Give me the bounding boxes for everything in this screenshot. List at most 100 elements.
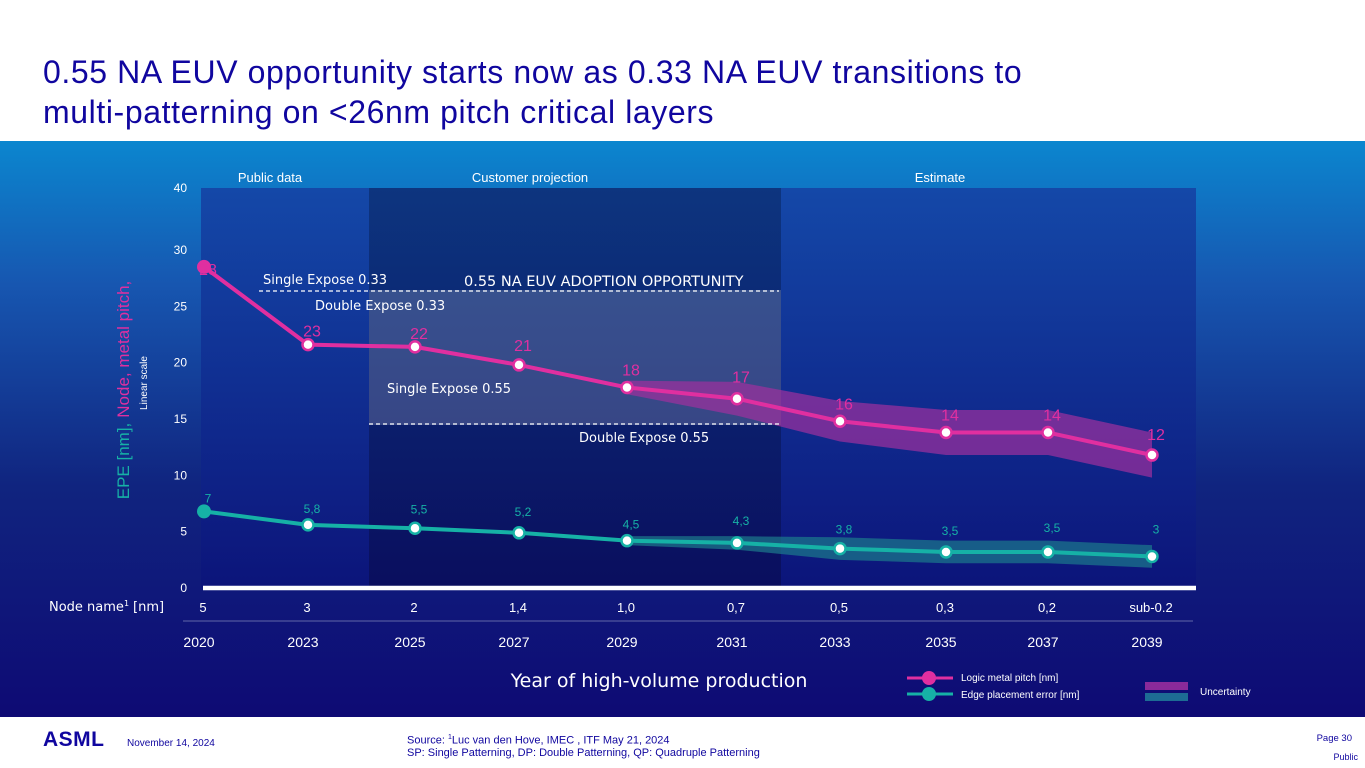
legend-epe-label: Edge placement error [nm] [961, 690, 1080, 701]
epe-value-label-7: 3,5 [942, 524, 959, 538]
single-expose-055-label: Single Expose 0.55 [387, 382, 511, 397]
epe-value-label-0: 7 [205, 491, 212, 505]
source-line-1: Source: 1Luc van den Hove, IMEC , ITF Ma… [407, 732, 760, 747]
phase-estimate-area [781, 188, 1196, 588]
node-axis-label-text: Node name [49, 600, 124, 615]
pitch-value-label-7: 14 [941, 408, 959, 425]
epe-value-label-5: 4,3 [733, 514, 750, 528]
epe-point-7 [939, 545, 953, 559]
source-citation: Luc van den Hove, IMEC , ITF May 21, 202… [451, 734, 670, 747]
footer-date: November 14, 2024 [127, 738, 215, 749]
single-expose-033-label: Single Expose 0.33 [263, 273, 387, 288]
phase-label-public: Public data [238, 170, 303, 185]
y-axis-title-node: Node, metal pitch, [114, 281, 133, 418]
x-axis-labels: 5 3 2 1,4 1,0 0,7 0,5 0,3 0,2 sub-0.2 2020 2023 2025… [183, 600, 1172, 650]
y-tick-label: 40 [174, 181, 188, 195]
y-tick-label: 0 [180, 581, 187, 595]
node-name-label: sub-0.2 [1129, 600, 1172, 615]
node-name-label: 3 [303, 600, 310, 615]
pitch-value-label-8: 14 [1043, 408, 1061, 425]
node-name-label: 5 [199, 600, 206, 615]
chart: Single Expose 0.33 Double Expose 0.33 0.… [49, 170, 1251, 701]
node-name-label: 0,2 [1038, 600, 1056, 615]
y-tick-label: 5 [180, 525, 187, 539]
year-label: 2025 [394, 634, 425, 650]
epe-point-0 [197, 504, 211, 519]
node-name-label: 2 [410, 600, 417, 615]
page-title: 0.55 NA EUV opportunity starts now as 0.… [43, 52, 1243, 132]
legend-uncertainty-epe [1145, 693, 1188, 701]
pitch-value-label-1: 23 [303, 324, 321, 341]
pitch-point-8 [1041, 425, 1055, 440]
phase-label-estimate: Estimate [915, 170, 966, 185]
node-name-label: 0,7 [727, 600, 745, 615]
series-line-pitch [202, 265, 1153, 458]
year-label: 2027 [498, 634, 529, 650]
series-line-epe [203, 509, 1153, 559]
epe-value-label-2: 5,5 [411, 502, 428, 516]
asml-logo: ASML [43, 728, 105, 751]
pitch-value-label-5: 17 [732, 370, 750, 387]
footer-source: Source: 1Luc van den Hove, IMEC , ITF Ma… [407, 732, 760, 759]
legend-uncertainty-pitch [1145, 682, 1188, 690]
classification-label: Public [1333, 752, 1358, 762]
title-line-1: 0.55 NA EUV opportunity starts now as 0.… [43, 54, 1023, 90]
pitch-point-5 [730, 391, 744, 406]
year-label: 2020 [183, 634, 214, 650]
epe-point-6 [833, 541, 847, 556]
y-tick-label: 30 [174, 243, 188, 257]
node-name-label: 0,3 [936, 600, 954, 615]
epe-point-8 [1041, 545, 1055, 559]
epe-point-9 [1145, 549, 1159, 564]
y-axis-scale-note: Linear scale [139, 356, 150, 410]
epe-value-label-3: 5,2 [515, 505, 532, 519]
title-line-2: multi-patterning on <26nm pitch critical… [43, 94, 715, 130]
pitch-point-2 [408, 340, 422, 354]
x-axis-title: Year of high-volume production [510, 670, 808, 692]
node-name-label: 0,5 [830, 600, 848, 615]
epe-point-2 [408, 521, 422, 536]
epe-value-label-9: 3 [1153, 522, 1160, 536]
year-label: 2033 [819, 634, 850, 650]
source-sup: 1 [447, 734, 452, 741]
epe-point-3 [512, 526, 526, 540]
node-axis-label: Node name1 [nm] [49, 599, 164, 615]
pitch-value-label-4: 18 [622, 362, 640, 379]
y-axis: 0 5 10 15 20 25 30 40 [174, 181, 188, 595]
y-axis-title-epe: EPE [nm], [114, 423, 133, 500]
node-name-label: 1,0 [617, 600, 635, 615]
year-label: 2037 [1027, 634, 1058, 650]
phase-label-customer: Customer projection [472, 170, 588, 185]
double-expose-055-label: Double Expose 0.55 [579, 431, 709, 446]
node-axis-label-unit: [nm] [133, 600, 164, 615]
year-label: 2023 [287, 634, 318, 650]
pitch-point-0 [197, 259, 211, 274]
epe-value-label-8: 3,5 [1044, 521, 1061, 535]
pitch-value-label-0: 28 [199, 262, 217, 279]
legend-epe-marker [922, 687, 936, 701]
legend: Logic metal pitch [nm] Edge placement er… [907, 671, 1251, 701]
epe-point-1 [301, 518, 315, 532]
epe-point-4 [620, 533, 634, 548]
node-axis-label-sup: 1 [124, 599, 129, 608]
double-expose-033-label: Double Expose 0.33 [315, 299, 445, 314]
epe-point-5 [730, 536, 744, 550]
pitch-value-label-2: 22 [410, 326, 428, 343]
source-prefix: Source: [407, 734, 448, 747]
pitch-point-3 [512, 358, 526, 372]
epe-value-label-6: 3,8 [836, 523, 853, 537]
y-axis-title: EPE [nm], Node, metal pitch, [114, 281, 133, 500]
legend-pitch-label: Logic metal pitch [nm] [961, 673, 1058, 684]
pitch-value-label-3: 21 [514, 338, 532, 355]
year-label: 2039 [1131, 634, 1162, 650]
footer [0, 717, 1365, 768]
opportunity-label: 0.55 NA EUV ADOPTION OPPORTUNITY [464, 274, 744, 290]
pitch-point-9 [1145, 448, 1159, 462]
epe-value-label-1: 5,8 [304, 502, 321, 516]
year-label: 2031 [716, 634, 747, 650]
node-name-label: 1,4 [509, 600, 527, 615]
epe-value-label-4: 4,5 [623, 518, 640, 532]
pitch-point-7 [939, 425, 953, 440]
y-tick-label: 25 [174, 299, 188, 313]
pitch-point-4 [620, 380, 634, 395]
